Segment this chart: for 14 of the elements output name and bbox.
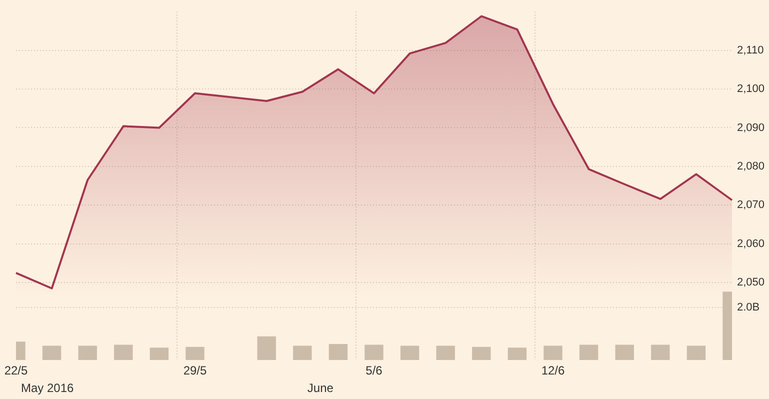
y-tick-label: 2,090 bbox=[737, 122, 765, 134]
y2-tick-label: 2.0B bbox=[737, 301, 760, 314]
y-tick-label: 2,110 bbox=[737, 44, 764, 56]
y-tick-label: 2,060 bbox=[737, 238, 765, 250]
text: May 2016 bbox=[21, 381, 74, 395]
y-tick-label: 2,070 bbox=[737, 199, 765, 212]
y-tick-label: 2,080 bbox=[737, 160, 765, 172]
x-tick-label: 22/5 bbox=[4, 364, 28, 378]
y-tick-label: 2,100 bbox=[737, 83, 765, 96]
x-tick-label: 5/6 bbox=[366, 364, 383, 378]
x-tick-label: 12/6 bbox=[541, 364, 565, 378]
text: June bbox=[307, 381, 334, 395]
x-tick-label: 29/5 bbox=[183, 364, 207, 378]
y-tick-label: 2,050 bbox=[737, 276, 765, 289]
